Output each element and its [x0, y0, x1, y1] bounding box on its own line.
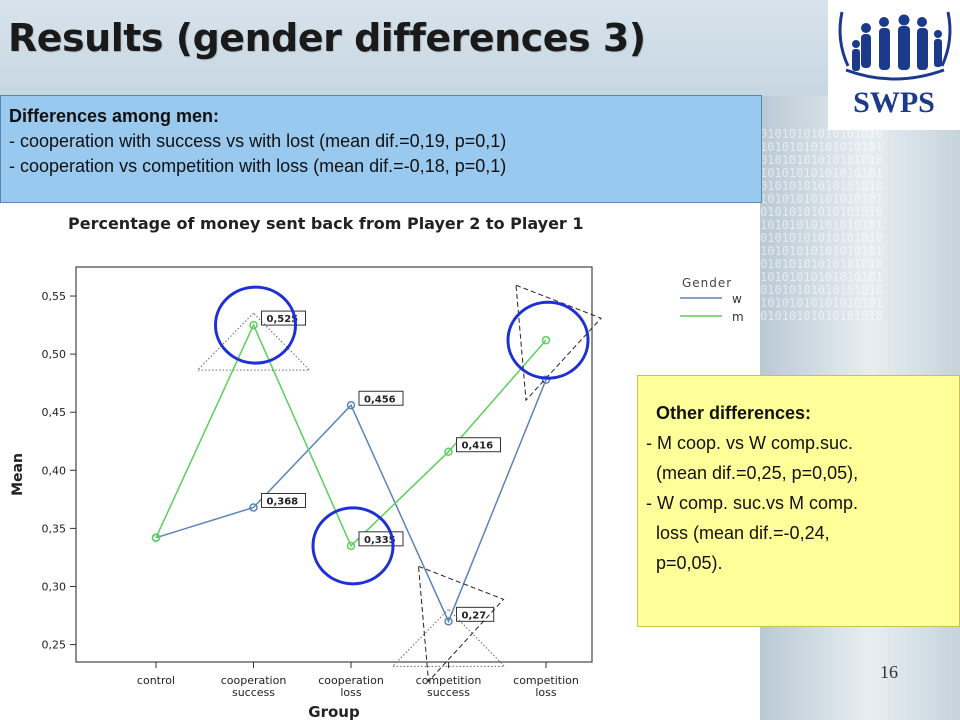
other-differences-box: Other differences: - M coop. vs W comp.s… — [637, 375, 960, 627]
chart-title: Percentage of money sent back from Playe… — [68, 214, 584, 233]
data-label: 0,456 — [364, 394, 396, 405]
x-tick-label: control — [137, 674, 175, 687]
data-label: 0,525 — [267, 314, 299, 325]
x-tick-label: loss — [535, 686, 557, 699]
binary-pattern-decoration: 01010101010101010 10101010101010101 0101… — [760, 128, 883, 323]
data-point-m — [151, 533, 161, 542]
data-label: 0,416 — [462, 441, 494, 452]
data-point-w — [346, 401, 356, 410]
y-tick-label: 0,25 — [42, 639, 67, 652]
y-axis-label: Mean — [10, 453, 26, 496]
legend-title: Gender — [682, 276, 732, 290]
data-label-box — [358, 390, 404, 406]
x-tick-label: competition — [513, 674, 579, 687]
y-tick-label: 0,30 — [42, 580, 67, 593]
x-tick-label: cooperation — [221, 674, 287, 687]
series-line-w — [155, 379, 547, 624]
other-box-line: loss (mean dif.=-0,24, — [646, 523, 830, 543]
data-point-m — [346, 541, 356, 551]
data-point-m — [249, 320, 258, 330]
men-box-line: - cooperation vs competition with loss (… — [9, 156, 507, 176]
chart: Percentage of money sent back from Playe… — [10, 214, 744, 720]
other-box-line: - M coop. vs W comp.suc. — [646, 433, 854, 453]
other-box-line: p=0,05). — [646, 553, 723, 573]
dashed-triangle — [515, 284, 602, 402]
other-box-line: (mean dif.=0,25, p=0,05), — [646, 463, 859, 483]
x-tick-label: cooperation — [318, 674, 384, 687]
men-box-heading: Differences among men: — [9, 106, 220, 126]
title-band — [0, 0, 960, 96]
men-differences-box: Differences among men: - cooperation wit… — [0, 95, 762, 203]
slide-title: Results (gender differences 3) — [8, 16, 646, 60]
other-box-line: - W comp. suc.vs M comp. — [646, 493, 859, 513]
x-tick-label: success — [232, 686, 275, 699]
y-tick-label: 0,40 — [42, 464, 67, 477]
dotted-triangle — [391, 608, 506, 667]
y-tick-label: 0,50 — [42, 348, 67, 361]
dashed-triangle — [417, 565, 505, 683]
data-point-w — [541, 375, 551, 384]
data-label-box — [456, 437, 501, 453]
series-line-m — [155, 323, 547, 548]
y-tick-label: 0,45 — [42, 406, 67, 419]
data-point-m — [541, 335, 551, 345]
logo-text: SWPS — [853, 86, 935, 119]
legend-label: m — [732, 310, 744, 324]
y-tick-label: 0,35 — [42, 522, 67, 535]
y-tick-label: 0,55 — [42, 290, 67, 303]
highlight-circle — [506, 300, 590, 380]
plot-area — [75, 266, 593, 663]
family-figures-icon — [838, 11, 952, 81]
data-point-w — [444, 617, 453, 626]
data-label-box — [261, 492, 306, 508]
dotted-triangle — [196, 312, 311, 371]
data-label-box — [456, 606, 495, 622]
data-label: 0,335 — [364, 535, 396, 546]
data-point-m — [444, 447, 453, 456]
highlight-circle — [311, 506, 395, 586]
other-box-heading: Other differences: — [656, 403, 812, 423]
legend-label: w — [732, 292, 742, 306]
men-box-line: - cooperation with success vs with lost … — [9, 131, 507, 151]
swps-logo: SWPS — [828, 0, 960, 130]
x-tick-label: success — [427, 686, 470, 699]
data-label: 0,368 — [267, 496, 299, 507]
data-label: 0,27 — [462, 610, 487, 621]
page-number: 16 — [880, 662, 898, 682]
x-tick-label: loss — [340, 686, 362, 699]
highlight-circle — [214, 285, 297, 365]
data-point-w — [249, 503, 258, 512]
x-axis-label: Group — [308, 703, 360, 720]
